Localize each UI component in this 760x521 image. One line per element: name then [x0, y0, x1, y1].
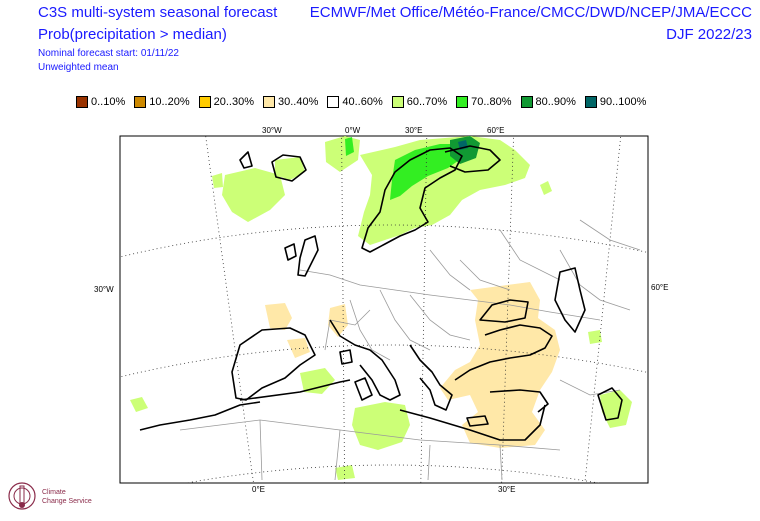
- legend-item: 80..90%: [520, 96, 576, 108]
- shade-brightgreen-scandinavia: [390, 144, 462, 200]
- legend-swatch: [76, 96, 88, 108]
- logo: Climate Change Service: [6, 478, 116, 518]
- legend-swatch: [584, 96, 597, 108]
- logo-text-line1: Climate: [42, 489, 66, 496]
- probability-shading: [130, 136, 632, 480]
- legend-item: 70..80%: [456, 96, 512, 108]
- shade-tan-eastern-med: [440, 282, 560, 448]
- shade-green-atlantic: [130, 397, 148, 412]
- legend-label: 30..40%: [278, 96, 319, 108]
- legend-swatch: [456, 96, 469, 108]
- legend-label: 40..60%: [342, 96, 383, 108]
- legend-swatch: [391, 96, 404, 108]
- chart-subtitle: Prob(precipitation > median): [38, 26, 227, 43]
- lon-label-bottom-30e: 30°E: [498, 485, 515, 494]
- chart-title: C3S multi-system seasonal forecast: [38, 4, 278, 21]
- shade-green-med-sea: [300, 368, 335, 394]
- legend-swatch: [263, 96, 275, 108]
- legend-swatch: [520, 96, 533, 108]
- lat-label-left: 30°W: [94, 285, 114, 294]
- legend-swatch: [327, 96, 340, 108]
- lon-label-top-0w: 0°W: [345, 126, 361, 135]
- logo-text-line2: Change Service: [42, 498, 92, 505]
- coastlines: [139, 145, 623, 441]
- copernicus-logo-icon: [8, 482, 36, 510]
- shade-brightgreen-norway: [345, 137, 354, 156]
- legend-item: 60..70%: [391, 96, 448, 108]
- legend-label: 0..10%: [91, 96, 126, 108]
- lon-label-bottom-0e: 0°E: [252, 485, 265, 494]
- legend-item: 10..20%: [134, 96, 190, 108]
- shade-tan-iberia-south: [287, 338, 310, 358]
- legend-label: 20..30%: [213, 96, 254, 108]
- lon-label-top-60e: 60°E: [487, 126, 504, 135]
- shade-green-algeria: [352, 402, 410, 450]
- legend-item: 40..60%: [327, 96, 383, 108]
- source-centres: ECMWF/Met Office/Météo-France/CMCC/DWD/N…: [309, 4, 752, 21]
- shade-tan-iberia-west: [265, 303, 292, 330]
- legend-label: 10..20%: [149, 96, 190, 108]
- legend-item: 30..40%: [263, 96, 318, 108]
- legend-swatch: [198, 96, 211, 108]
- legend-item: 0..10%: [76, 96, 125, 108]
- shade-tan-france: [328, 304, 348, 337]
- graticule-labels: 30°W 0°W 30°E 60°E 0°E 30°E 30°W 60°E: [94, 126, 668, 494]
- legend-label: 90..100%: [599, 96, 647, 108]
- lon-label-top-30w: 30°W: [262, 126, 282, 135]
- legend-label: 70..80%: [471, 96, 512, 108]
- legend-label: 80..90%: [535, 96, 576, 108]
- shade-green-africa-small: [335, 465, 355, 480]
- shade-green-north: [540, 181, 552, 195]
- season-label: DJF 2022/23: [666, 26, 752, 43]
- lon-label-top-30e: 30°E: [405, 126, 422, 135]
- forecast-start: Nominal forecast start: 01/11/22: [38, 48, 179, 59]
- legend-swatch: [134, 96, 147, 108]
- shade-green-iceland: [275, 157, 305, 180]
- legend-label: 60..70%: [406, 96, 448, 108]
- shade-darkgreen-kola: [450, 136, 480, 164]
- shade-green-caspian: [600, 390, 632, 428]
- shade-green-caucasus: [588, 330, 602, 344]
- legend: 0..10% 10..20% 20..30% 30..40% 40..60% 60..70…: [76, 96, 655, 108]
- legend-item: 90..100%: [584, 96, 647, 108]
- country-borders: [179, 219, 641, 481]
- shade-green-greenland: [222, 168, 285, 222]
- shade-green-small: [212, 173, 223, 188]
- lat-label-right: 60°E: [651, 283, 668, 292]
- legend-item: 20..30%: [198, 96, 254, 108]
- weighting-note: Unweighted mean: [38, 62, 119, 73]
